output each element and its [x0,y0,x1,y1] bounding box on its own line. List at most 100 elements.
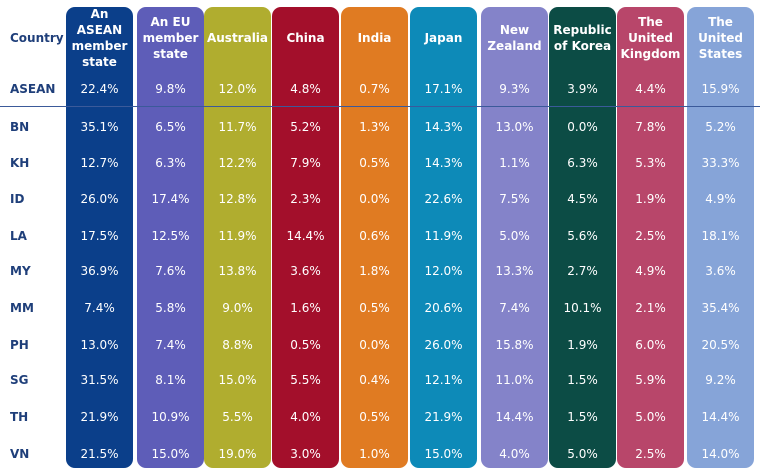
column-header: India [357,31,392,45]
row-label: MY [10,264,31,278]
table-cell: 20.5% [701,338,740,352]
column-header: An ASEAN member state [71,7,128,69]
row-label: ASEAN [10,82,56,96]
table-cell: 15.0% [218,373,257,387]
table-cell: 1.9% [567,338,598,352]
table-cell: 7.4% [499,301,530,315]
table-cell: 6.0% [635,338,666,352]
table-cell: 21.5% [80,447,119,461]
table-cell: 12.7% [80,156,119,170]
table-cell: 12.0% [218,82,257,96]
table-cell: 12.2% [218,156,257,170]
table-cell: 0.0% [359,192,390,206]
table-cell: 14.3% [424,120,463,134]
table-cell: 7.8% [635,120,666,134]
row-label: MM [10,301,34,315]
table-cell: 17.4% [151,192,190,206]
table-cell: 15.9% [701,82,740,96]
table-cell: 4.8% [290,82,321,96]
table-cell: 26.0% [80,192,119,206]
table-cell: 4.9% [705,192,736,206]
row-label: BN [10,120,30,134]
table-cell: 36.9% [80,264,119,278]
column-header: The United Kingdom [620,15,681,61]
row-label: TH [10,410,29,424]
column-background [549,7,616,468]
table-cell: 5.2% [705,120,736,134]
column-background [137,7,204,468]
table-cell: 4.9% [635,264,666,278]
table-cell: 14.3% [424,156,463,170]
table-cell: 11.9% [218,229,257,243]
table-cell: 21.9% [80,410,119,424]
table-cell: 3.6% [705,264,736,278]
table-cell: 12.0% [424,264,463,278]
table-cell: 9.3% [499,82,530,96]
table-cell: 13.3% [495,264,534,278]
column-header: The United States [698,15,743,61]
row-label: KH [10,156,30,170]
table-cell: 12.5% [151,229,190,243]
table-cell: 0.4% [359,373,390,387]
table-cell: 5.6% [567,229,598,243]
row-label: ID [10,192,25,206]
table-cell: 5.5% [290,373,321,387]
table-cell: 1.9% [635,192,666,206]
table-cell: 14.0% [701,447,740,461]
table-cell: 35.1% [80,120,119,134]
column-header: China [286,31,325,45]
table-cell: 3.6% [290,264,321,278]
table-cell: 7.9% [290,156,321,170]
table-cell: 1.1% [499,156,530,170]
table-cell: 35.4% [701,301,740,315]
table-cell: 7.6% [155,264,186,278]
table-cell: 5.0% [635,410,666,424]
table-cell: 33.3% [701,156,740,170]
table-cell: 0.0% [359,338,390,352]
table-cell: 0.5% [359,410,390,424]
table-cell: 14.4% [701,410,740,424]
table-cell: 6.3% [567,156,598,170]
table-cell: 1.3% [359,120,390,134]
table-cell: 2.3% [290,192,321,206]
table-cell: 4.0% [499,447,530,461]
table-cell: 26.0% [424,338,463,352]
column-background [481,7,548,468]
column-background [617,7,684,468]
column-header: Japan [424,31,463,45]
table-cell: 1.6% [290,301,321,315]
table-cell: 0.5% [359,156,390,170]
table-cell: 8.1% [155,373,186,387]
row-label: LA [10,229,27,243]
table-cell: 22.4% [80,82,119,96]
column-background [272,7,339,468]
table-cell: 15.0% [424,447,463,461]
table-cell: 1.8% [359,264,390,278]
table-cell: 14.4% [286,229,325,243]
table-cell: 2.7% [567,264,598,278]
table-cell: 12.8% [218,192,257,206]
table-cell: 5.2% [290,120,321,134]
table-cell: 2.5% [635,229,666,243]
table-cell: 9.0% [222,301,253,315]
row-label: PH [10,338,29,352]
table-cell: 3.0% [290,447,321,461]
separator-line [0,106,760,107]
table-cell: 1.5% [567,410,598,424]
column-background [66,7,133,468]
column-header: Australia [206,31,269,45]
table-cell: 11.7% [218,120,257,134]
table-cell: 2.5% [635,447,666,461]
row-label: SG [10,373,29,387]
table-cell: 11.9% [424,229,463,243]
table-cell: 7.4% [155,338,186,352]
column-background [204,7,271,468]
column-background [341,7,408,468]
table-cell: 22.6% [424,192,463,206]
table-cell: 2.1% [635,301,666,315]
table-cell: 8.8% [222,338,253,352]
table-cell: 13.0% [80,338,119,352]
table-cell: 15.0% [151,447,190,461]
table-cell: 15.8% [495,338,534,352]
